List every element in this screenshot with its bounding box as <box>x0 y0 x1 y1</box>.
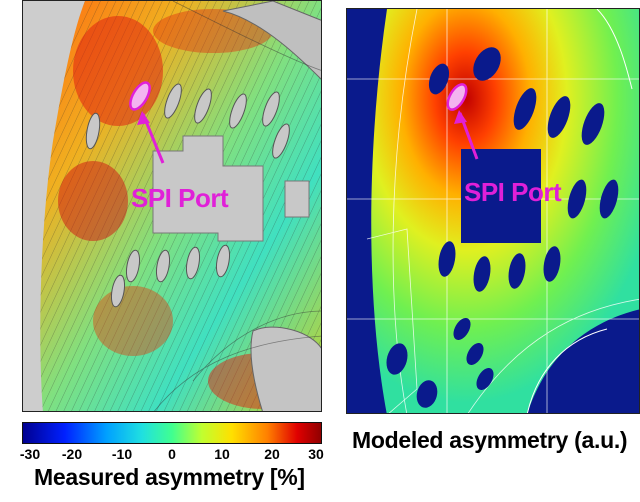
measured-map-graphic <box>23 1 321 411</box>
spi-port-label-measured: SPI Port <box>131 183 229 213</box>
colorbar-tick-label: 0 <box>168 446 176 462</box>
modeled-map-graphic <box>347 9 639 413</box>
measured-asymmetry-caption: Measured asymmetry [%] <box>34 464 305 490</box>
modeled-asymmetry-caption: Modeled asymmetry (a.u.) <box>352 427 628 453</box>
colorbar-tick-label: -10 <box>111 446 133 462</box>
colorbar-tick-label: -30 <box>19 446 41 462</box>
modeled-asymmetry-map: SPI Port <box>346 8 640 414</box>
colorbar-tick-label: 20 <box>264 446 280 462</box>
colorbar-tick-label: -20 <box>61 446 83 462</box>
measured-asymmetry-map: SPI Port <box>22 0 322 412</box>
spi-port-label-modeled: SPI Port <box>464 177 562 207</box>
colorbar-ticks: -30 -20 -10 0 10 20 30 <box>19 444 324 462</box>
colorbar-tick-label: 30 <box>308 446 324 462</box>
colorbar: -30 -20 -10 0 10 20 30 <box>19 422 324 462</box>
colorbar-tick-label: 10 <box>214 446 230 462</box>
colorbar-gradient <box>22 422 322 444</box>
